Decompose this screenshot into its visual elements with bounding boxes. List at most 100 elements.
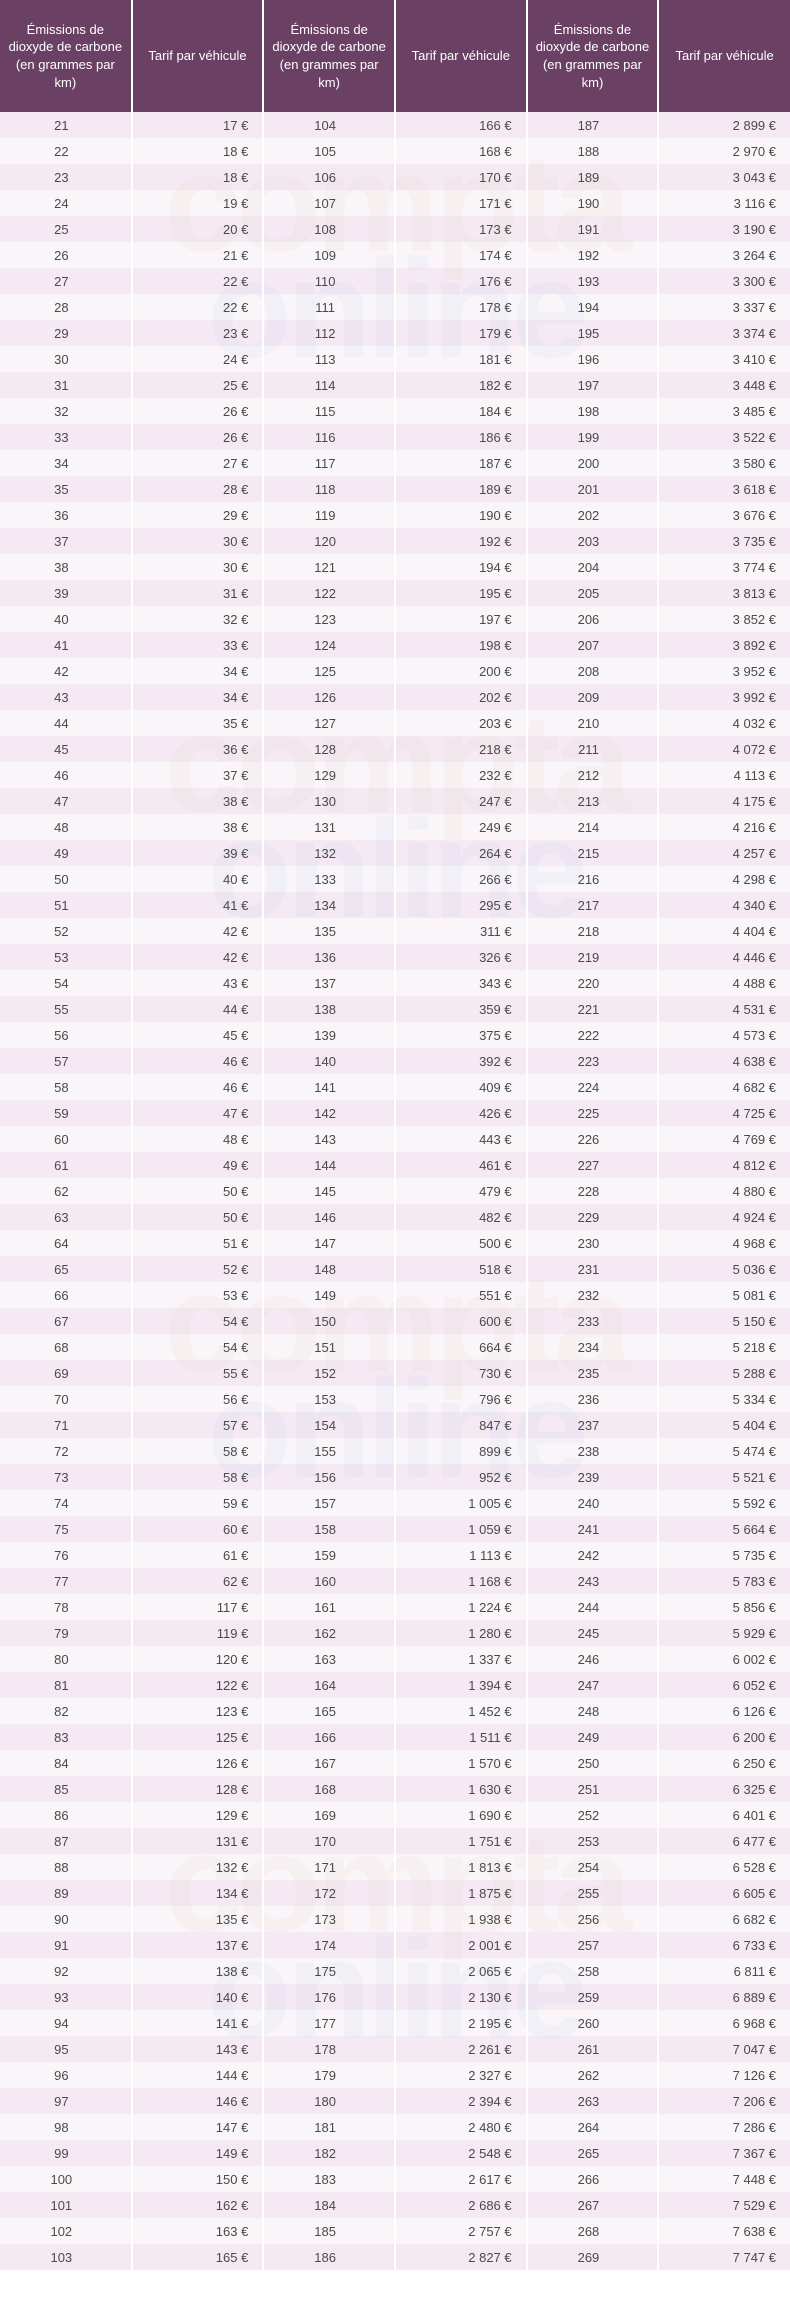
cell-emissions: 99 [0,2140,132,2166]
cell-emissions: 77 [0,1568,132,1594]
cell-tarif: 132 € [132,1854,264,1880]
cell-emissions: 34 [0,450,132,476]
cell-emissions: 265 [527,2140,659,2166]
table-row: 3427 €117187 €2003 580 € [0,450,790,476]
table-row: 103165 €1862 827 €2697 747 € [0,2244,790,2270]
cell-tarif: 1 394 € [395,1672,527,1698]
cell-tarif: 7 367 € [658,2140,790,2166]
cell-tarif: 375 € [395,1022,527,1048]
cell-emissions: 260 [527,2010,659,2036]
cell-emissions: 53 [0,944,132,970]
cell-emissions: 241 [527,1516,659,1542]
cell-tarif: 1 875 € [395,1880,527,1906]
cell-emissions: 234 [527,1334,659,1360]
cell-emissions: 124 [263,632,395,658]
cell-tarif: 186 € [395,424,527,450]
cell-emissions: 161 [263,1594,395,1620]
table-row: 5645 €139375 €2224 573 € [0,1022,790,1048]
table-row: 78117 €1611 224 €2445 856 € [0,1594,790,1620]
cell-emissions: 87 [0,1828,132,1854]
table-row: 5443 €137343 €2204 488 € [0,970,790,996]
cell-tarif: 48 € [132,1126,264,1152]
cell-tarif: 2 394 € [395,2088,527,2114]
cell-emissions: 47 [0,788,132,814]
table-row: 7358 €156952 €2395 521 € [0,1464,790,1490]
table-row: 5342 €136326 €2194 446 € [0,944,790,970]
cell-tarif: 461 € [395,1152,527,1178]
cell-emissions: 46 [0,762,132,788]
cell-emissions: 224 [527,1074,659,1100]
table-row: 4536 €128218 €2114 072 € [0,736,790,762]
cell-tarif: 5 735 € [658,1542,790,1568]
cell-tarif: 168 € [395,138,527,164]
cell-emissions: 52 [0,918,132,944]
cell-tarif: 311 € [395,918,527,944]
cell-tarif: 181 € [395,346,527,372]
cell-emissions: 266 [527,2166,659,2192]
cell-emissions: 191 [527,216,659,242]
cell-tarif: 5 288 € [658,1360,790,1386]
cell-emissions: 207 [527,632,659,658]
cell-emissions: 184 [263,2192,395,2218]
cell-tarif: 52 € [132,1256,264,1282]
cell-tarif: 17 € [132,112,264,138]
cell-tarif: 5 664 € [658,1516,790,1542]
cell-tarif: 2 327 € [395,2062,527,2088]
cell-tarif: 27 € [132,450,264,476]
table-row: 7056 €153796 €2365 334 € [0,1386,790,1412]
cell-emissions: 126 [263,684,395,710]
cell-emissions: 63 [0,1204,132,1230]
cell-emissions: 54 [0,970,132,996]
cell-tarif: 195 € [395,580,527,606]
cell-tarif: 166 € [395,112,527,138]
cell-tarif: 5 929 € [658,1620,790,1646]
cell-emissions: 109 [263,242,395,268]
cell-emissions: 95 [0,2036,132,2062]
table-row: 93140 €1762 130 €2596 889 € [0,1984,790,2010]
cell-emissions: 82 [0,1698,132,1724]
cell-emissions: 117 [263,450,395,476]
cell-emissions: 236 [527,1386,659,1412]
cell-tarif: 5 592 € [658,1490,790,1516]
cell-tarif: 3 735 € [658,528,790,554]
cell-emissions: 215 [527,840,659,866]
cell-tarif: 128 € [132,1776,264,1802]
table-row: 3830 €121194 €2043 774 € [0,554,790,580]
cell-tarif: 1 570 € [395,1750,527,1776]
cell-tarif: 6 889 € [658,1984,790,2010]
cell-tarif: 117 € [132,1594,264,1620]
cell-tarif: 3 485 € [658,398,790,424]
cell-emissions: 104 [263,112,395,138]
table-body: 2117 €104166 €1872 899 €2218 €105168 €18… [0,112,790,2270]
cell-emissions: 226 [527,1126,659,1152]
cell-tarif: 56 € [132,1386,264,1412]
cell-tarif: 1 690 € [395,1802,527,1828]
cell-tarif: 500 € [395,1230,527,1256]
cell-emissions: 193 [527,268,659,294]
cell-emissions: 208 [527,658,659,684]
table-row: 6250 €145479 €2284 880 € [0,1178,790,1204]
cell-emissions: 172 [263,1880,395,1906]
table-row: 102163 €1852 757 €2687 638 € [0,2218,790,2244]
cell-tarif: 6 733 € [658,1932,790,1958]
cell-tarif: 4 113 € [658,762,790,788]
cell-emissions: 23 [0,164,132,190]
cell-emissions: 129 [263,762,395,788]
cell-tarif: 5 036 € [658,1256,790,1282]
cell-emissions: 159 [263,1542,395,1568]
table-header: Émissions de dioxyde de carbone(en gramm… [0,0,790,112]
table-row: 6754 €150600 €2335 150 € [0,1308,790,1334]
cell-emissions: 267 [527,2192,659,2218]
cell-emissions: 246 [527,1646,659,1672]
cell-tarif: 171 € [395,190,527,216]
cell-tarif: 7 448 € [658,2166,790,2192]
cell-tarif: 479 € [395,1178,527,1204]
table-row: 2520 €108173 €1913 190 € [0,216,790,242]
cell-tarif: 3 892 € [658,632,790,658]
cell-tarif: 176 € [395,268,527,294]
cell-emissions: 188 [527,138,659,164]
cell-tarif: 4 638 € [658,1048,790,1074]
cell-tarif: 2 480 € [395,2114,527,2140]
table-row: 83125 €1661 511 €2496 200 € [0,1724,790,1750]
cell-emissions: 134 [263,892,395,918]
